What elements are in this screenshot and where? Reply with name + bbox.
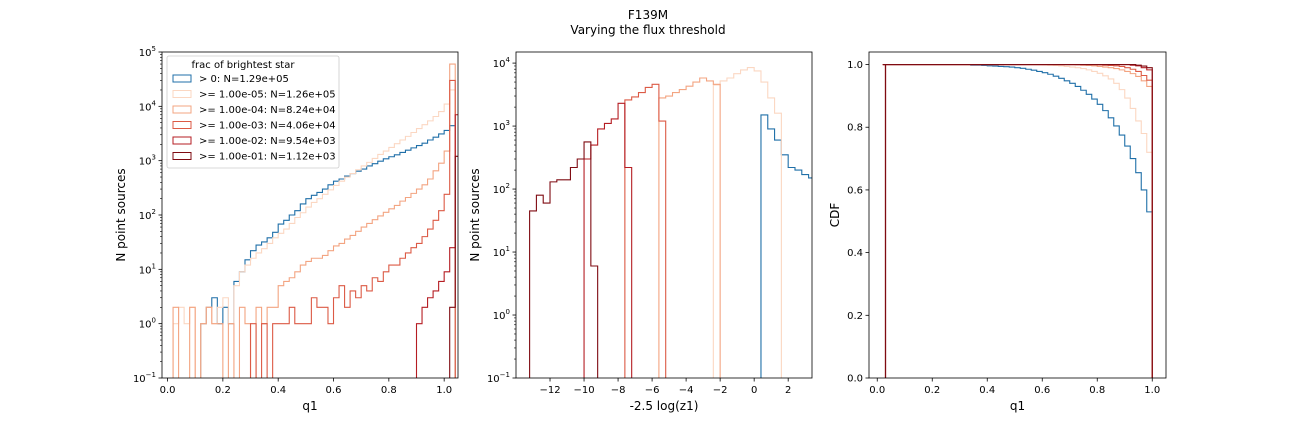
panel-z1-histogram: −12 −10 −8 −6 −4 −2 0 2 10−1 100 101 102 103 104 -2.5 …: [468, 51, 813, 413]
panel-q1-cdf: 0.0 0.2 0.4 0.6 0.8 1.0 0.0 0.2 0.4 0.6 0.8 1.0 q1 CD…: [828, 51, 1167, 413]
figure-title-block: F139M Varying the flux threshold: [0, 8, 1296, 38]
legend-entry-t1e-04: >= 1.00e-04: N=8.24e+04: [199, 105, 336, 116]
y-axis-label: N point sources: [468, 168, 482, 261]
plot-area: [516, 52, 812, 378]
series-t1e-01: [529, 141, 599, 378]
x-tick-label: −6: [645, 385, 660, 396]
x-tick-label: −10: [573, 385, 594, 396]
series-t1e-04: [172, 63, 456, 378]
legend-entry-t1e-01: >= 1.00e-01: N=1.12e+03: [199, 152, 336, 163]
x-tick-label: −12: [539, 385, 560, 396]
y-tick-label: 104: [493, 56, 511, 70]
y-tick-label: 102: [493, 182, 510, 196]
x-tick-label: 1.0: [436, 385, 452, 396]
series-t1e-01: [882, 63, 1153, 378]
x-tick-label: 0.6: [1034, 385, 1050, 396]
legend-box: [166, 55, 340, 169]
y-tick-label: 103: [493, 119, 510, 133]
x-tick-label: 0.8: [381, 385, 397, 396]
legend-entry-t1e-05: >= 1.00e-05: N=1.26e+05: [199, 90, 336, 101]
figure-subtitle: Varying the flux threshold: [570, 23, 726, 37]
series-t1e-03: [624, 83, 667, 378]
legend-entry-t1e-03: >= 1.00e-03: N=4.06e+04: [199, 121, 336, 132]
y-tick-label: 10−1: [133, 371, 156, 385]
plot-area: [869, 52, 1166, 378]
legend: frac of brightest star > 0: N=1.29e+05 >= …: [166, 55, 340, 169]
legend-swatch-t1e-01: [172, 152, 192, 160]
y-axis-label: N point sources: [114, 168, 128, 261]
axes-frame: [868, 51, 1167, 379]
x-tick-label: 1.0: [1144, 385, 1160, 396]
legend-swatch-all: [172, 74, 192, 83]
y-tick-label: 0.6: [847, 185, 863, 196]
x-axis-label: q1: [1010, 399, 1025, 413]
x-tick-label: −4: [679, 385, 694, 396]
y-tick-label: 0.0: [847, 374, 863, 385]
y-tick-label: 105: [139, 45, 156, 59]
x-axis-label: -2.5 log(z1): [630, 399, 699, 413]
x-axis-label: q1: [302, 399, 317, 413]
figure-title: F139M: [627, 8, 669, 22]
series-t1e-02: [583, 102, 633, 378]
y-tick-label: 101: [493, 245, 510, 259]
legend-entry-all: > 0: N=1.29e+05: [199, 74, 289, 85]
y-tick-label: 0.4: [847, 248, 863, 259]
y-tick-label: 100: [139, 317, 156, 331]
axes-frame: [515, 51, 813, 379]
y-tick-label: 101: [139, 262, 156, 276]
x-tick-label: 0.2: [215, 385, 231, 396]
series-all: [760, 114, 812, 378]
x-tick-label: 0.4: [979, 385, 995, 396]
legend-swatch-t1e-03: [172, 121, 192, 129]
series-t1e-05: [172, 89, 456, 378]
series-t1e-05: [712, 66, 782, 378]
x-tick-label: 0.2: [924, 385, 940, 396]
x-tick-label: 2: [785, 385, 791, 396]
y-axis-label: CDF: [828, 203, 842, 228]
y-tick-label: 1.0: [847, 60, 863, 71]
legend-swatch-t1e-02: [172, 136, 192, 145]
legend-title: frac of brightest star: [192, 60, 296, 71]
series-t1e-02: [415, 114, 458, 378]
x-tick-label: 0.4: [270, 385, 286, 396]
x-tick-label: 0.8: [1089, 385, 1105, 396]
legend-entry-t1e-02: >= 1.00e-02: N=9.54e+03: [199, 136, 336, 147]
series-t1e-03: [249, 79, 456, 378]
legend-swatch-t1e-04: [172, 105, 192, 114]
y-tick-label: 0.8: [847, 123, 863, 134]
panel-q1-histogram: 0.0 0.2 0.4 0.6 0.8 1.0 10−1 100 101 102 103 104 105…: [114, 45, 459, 413]
y-tick-label: 104: [139, 99, 157, 113]
x-tick-label: 0.0: [160, 385, 176, 396]
y-tick-label: 0.2: [847, 311, 863, 322]
x-tick-label: −2: [713, 385, 728, 396]
legend-swatch-t1e-05: [172, 90, 192, 98]
series-t1e-04: [658, 77, 721, 378]
y-tick-label: 103: [139, 154, 156, 168]
x-tick-label: 0.0: [869, 385, 885, 396]
x-tick-label: 0.6: [326, 385, 342, 396]
y-tick-label: 10−1: [487, 371, 510, 385]
x-tick-label: 0: [751, 385, 757, 396]
x-tick-label: −8: [611, 385, 626, 396]
y-tick-label: 102: [139, 208, 156, 222]
y-tick-label: 100: [493, 308, 510, 322]
